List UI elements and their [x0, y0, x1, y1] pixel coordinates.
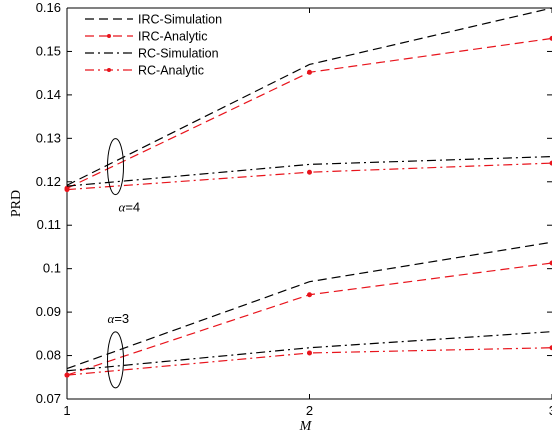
legend-marker — [107, 34, 111, 38]
annotation-label: α=3 — [108, 311, 130, 326]
y-tick-label: 0.09 — [36, 304, 61, 319]
annotation-label: α=4 — [119, 200, 141, 215]
y-tick-label: 0.13 — [36, 130, 61, 145]
y-tick-label: 0.1 — [43, 261, 61, 276]
series-line — [66, 162, 552, 191]
annotation-layer: α=4 α=3 — [107, 138, 141, 389]
annotation-ellipse — [107, 331, 124, 389]
y-tick-label: 0.14 — [36, 87, 61, 102]
legend-label: IRC-Simulation — [138, 13, 222, 27]
legend-entry: IRC-Simulation — [85, 13, 222, 27]
series-line — [66, 331, 552, 372]
x-tick-label: 3 — [549, 403, 552, 418]
data-point — [64, 187, 70, 193]
y-tick-label: 0.15 — [36, 43, 61, 58]
series-line — [66, 262, 552, 376]
legend-marker — [107, 68, 111, 72]
series-alpha3-irc-simulation — [66, 241, 552, 370]
y-tick-label: 0.07 — [36, 391, 61, 406]
data-point — [307, 292, 312, 298]
y-axis-label: PRD — [9, 190, 24, 217]
annotation-ellipse — [107, 138, 124, 196]
legend-label: IRC-Analytic — [138, 30, 207, 44]
x-tick-label: 1 — [63, 403, 70, 418]
series-alpha4-rc-simulation — [66, 155, 552, 187]
legend: IRC-Simulation IRC-Analytic RC-Simulation R… — [85, 13, 222, 78]
legend-entry: IRC-Analytic — [85, 30, 207, 44]
series-alpha3-irc-analytic — [64, 260, 552, 378]
series-alpha4-irc-analytic — [64, 35, 552, 191]
data-point — [307, 69, 312, 75]
series-line — [66, 347, 552, 376]
legend-entry: RC-Simulation — [85, 47, 219, 61]
y-tick-label: 0.16 — [36, 0, 61, 15]
series-line — [66, 155, 552, 187]
series-line — [66, 7, 552, 186]
legend-label: RC-Analytic — [138, 64, 204, 78]
series-line — [66, 241, 552, 370]
x-axis-label: M — [299, 419, 313, 431]
data-point — [307, 350, 312, 356]
y-tick-label: 0.08 — [36, 348, 61, 363]
legend-label: RC-Simulation — [138, 47, 219, 61]
y-tick-label: 0.12 — [36, 174, 61, 189]
data-point — [64, 372, 70, 378]
legend-entry: RC-Analytic — [85, 64, 204, 78]
series-layer — [64, 7, 552, 378]
x-tick-label: 2 — [306, 403, 313, 418]
series-alpha3-rc-simulation — [66, 331, 552, 372]
series-alpha4-irc-simulation — [66, 7, 552, 186]
tick-layer: 0.07 0.08 0.09 0.1 0.11 0.12 0.13 0.14 0.15 0.16 1… — [36, 0, 552, 418]
series-alpha3-rc-analytic — [64, 345, 552, 378]
y-tick-label: 0.11 — [37, 217, 61, 232]
data-point — [307, 169, 312, 175]
series-alpha4-rc-analytic — [64, 160, 552, 193]
